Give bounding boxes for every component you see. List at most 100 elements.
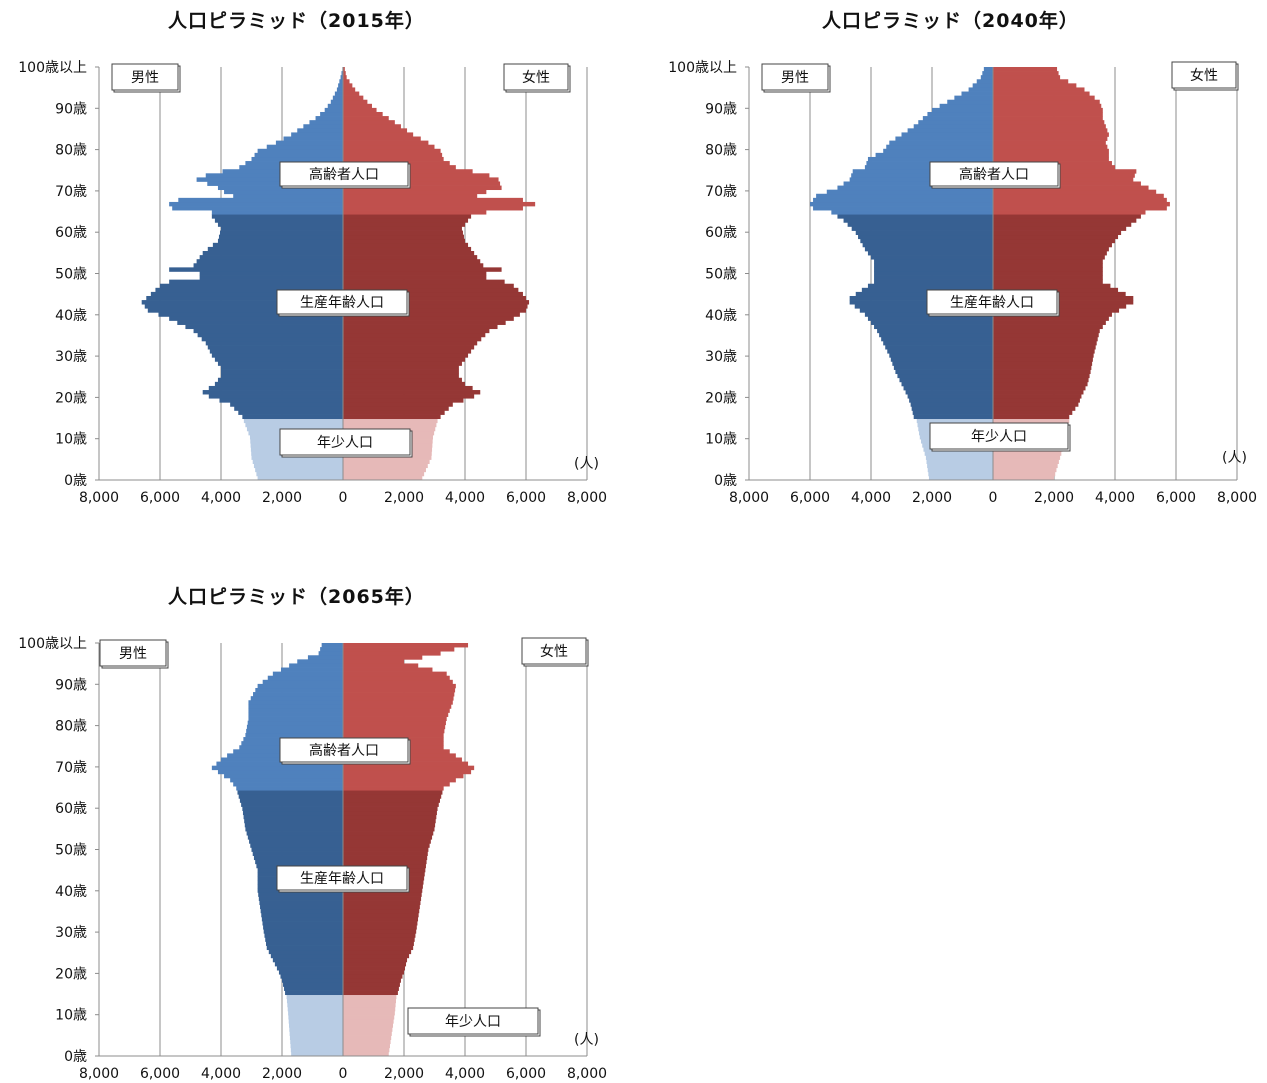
bar-male-age-35: [260, 908, 343, 914]
chart-title: 人口ピラミッド（2015年）: [168, 10, 425, 32]
bar-female-age-14: [343, 994, 397, 1000]
bar-male-age-92: [267, 675, 343, 681]
y-tick-label: 60歳: [55, 801, 87, 817]
bar-male-age-80: [246, 724, 343, 730]
bar-female-age-66: [343, 206, 523, 211]
bar-male-age-22: [903, 385, 993, 391]
bar-female-age-5: [343, 1031, 392, 1036]
bar-male-age-42: [144, 304, 343, 309]
bar-female-age-53: [343, 835, 433, 840]
bar-female-age-35: [343, 332, 486, 338]
bar-male-age-36: [877, 328, 993, 334]
bar-male-age-90: [324, 107, 343, 113]
bar-female-age-72: [993, 181, 1141, 186]
bar-male-age-11: [287, 1006, 343, 1012]
bar-male-age-45: [855, 291, 993, 297]
elderly-label: 高齢者人口: [279, 737, 411, 765]
bar-female-age-82: [343, 716, 447, 722]
bar-female-age-29: [343, 933, 416, 938]
bar-female-age-65: [343, 786, 444, 791]
bar-female-age-62: [343, 222, 465, 227]
svg-text:男性: 男性: [781, 70, 809, 86]
bar-male-age-17: [234, 406, 343, 411]
bar-female-age-68: [343, 773, 464, 779]
bar-female-age-92: [343, 99, 368, 105]
bar-male-age-14: [286, 994, 343, 1000]
bar-male-age-3: [290, 1039, 343, 1045]
bar-male-age-33: [883, 340, 993, 346]
bar-female-age-70: [343, 765, 475, 771]
bar-female-age-93: [343, 671, 447, 677]
bar-male-age-20: [208, 394, 343, 399]
bar-female-age-35: [343, 908, 420, 914]
y-tick-label: 40歳: [55, 308, 87, 324]
bar-male-age-22: [274, 961, 343, 967]
bar-female-age-37: [993, 324, 1103, 330]
bar-female-age-51: [343, 843, 430, 848]
bar-male-age-4: [289, 1035, 343, 1040]
bar-female-age-58: [993, 238, 1115, 244]
bar-male-age-83: [895, 136, 993, 141]
bar-male-age-88: [253, 692, 343, 697]
bar-male-age-1: [256, 471, 343, 477]
bar-female-age-44: [993, 295, 1134, 301]
bar-male-age-13: [245, 422, 343, 428]
bar-male-age-70: [224, 189, 343, 195]
x-tick-label: 4,000: [445, 1066, 485, 1082]
bar-male-age-51: [874, 267, 993, 272]
bar-female-age-48: [343, 279, 505, 285]
bar-male-age-25: [268, 949, 343, 955]
bar-male-age-99: [320, 647, 343, 652]
bar-female-age-36: [343, 328, 490, 334]
bar-male-age-55: [202, 251, 343, 256]
x-tick-label: 6,000: [506, 1066, 546, 1082]
bar-female-age-56: [993, 246, 1109, 252]
chart-title: 人口ピラミッド（2065年）: [168, 586, 425, 608]
bar-male-age-18: [230, 402, 343, 407]
bar-female-age-35: [993, 332, 1099, 338]
bar-female-age-55: [993, 251, 1107, 256]
bar-male-age-61: [241, 802, 343, 807]
x-tick-label: 8,000: [79, 1066, 119, 1082]
pyramid-svg: 0歳 10歳 20歳 30歳 40歳 50歳 60歳 70歳 80歳 90歳 100歳以上 8,000…: [18, 636, 607, 1082]
bar-male-age-93: [332, 95, 343, 101]
y-tick-label: 10歳: [55, 432, 87, 448]
bar-female-age-39: [993, 316, 1109, 321]
bar-male-age-94: [334, 91, 343, 96]
x-tick-label: 8,000: [79, 490, 119, 506]
bar-female-age-90: [993, 107, 1103, 113]
bar-male-age-18: [282, 978, 343, 983]
bar-female-age-82: [343, 140, 429, 146]
elderly-label: 高齢者人口: [929, 161, 1061, 189]
bar-female-age-99: [343, 647, 455, 652]
bar-male-age-17: [911, 406, 993, 411]
unit-label: (人): [1222, 450, 1247, 466]
bar-female-age-84: [343, 708, 450, 713]
bar-female-age-52: [993, 263, 1103, 268]
bar-female-age-54: [343, 255, 478, 260]
bar-male-age-2: [290, 1043, 343, 1049]
bar-female-age-18: [343, 978, 401, 983]
bar-female-age-20: [343, 394, 475, 399]
x-tick-label: 4,000: [1095, 490, 1135, 506]
bar-female-age-19: [343, 398, 464, 403]
bar-female-age-21: [343, 966, 406, 971]
bar-female-age-16: [993, 410, 1073, 415]
bar-male-age-2: [255, 467, 343, 473]
bar-female-age-58: [343, 814, 437, 820]
bar-female-age-54: [993, 255, 1105, 260]
y-tick-label: 50歳: [55, 267, 87, 283]
bar-male-age-89: [320, 111, 343, 117]
bar-male-age-52: [193, 263, 343, 268]
bar-male-age-35: [197, 332, 343, 338]
bar-male-age-23: [214, 381, 343, 387]
bar-male-age-59: [218, 234, 343, 240]
bar-female-age-21: [993, 390, 1084, 395]
bar-female-age-97: [343, 79, 350, 84]
bar-male-age-53: [196, 259, 343, 264]
bar-female-age-0: [343, 475, 423, 481]
bar-male-age-82: [275, 140, 343, 146]
bar-female-age-98: [343, 75, 347, 80]
male-label: 男性: [99, 639, 169, 669]
bar-female-age-27: [343, 941, 414, 946]
